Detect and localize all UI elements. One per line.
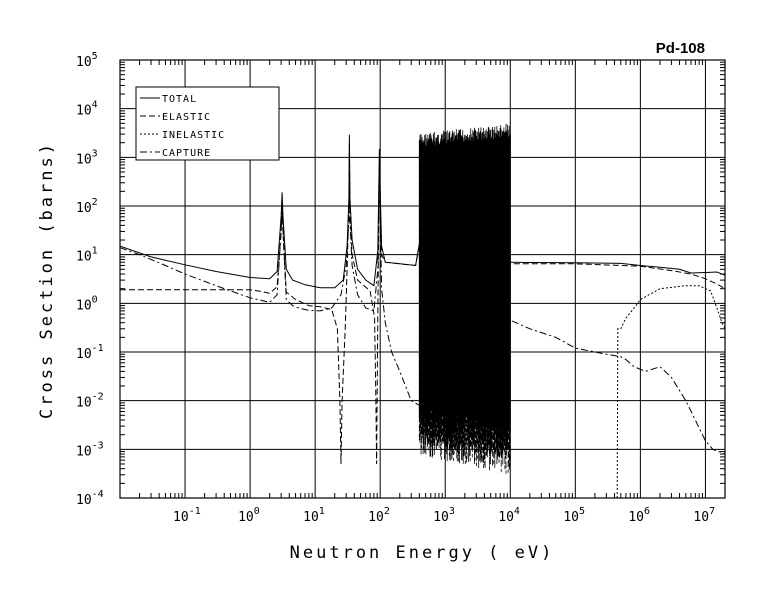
x-tick-label: 107: [693, 506, 715, 525]
y-tick-label: 10-4: [76, 489, 104, 508]
x-tick-label: 101: [303, 506, 325, 525]
plot-area: [120, 123, 725, 498]
x-tick-label: 100: [238, 506, 260, 525]
legend-label-elastic: ELASTIC: [162, 112, 211, 123]
x-tick-label: 104: [498, 506, 520, 525]
chart-title: Pd-108: [656, 40, 705, 57]
plot-frame: [119, 59, 726, 499]
x-tick-label: 105: [563, 506, 585, 525]
y-tick-label: 10-2: [76, 392, 104, 411]
legend-box: [135, 86, 280, 161]
series-line-inelastic: [616, 285, 725, 498]
y-tick-label: 104: [76, 100, 98, 119]
series-line-elastic: [120, 142, 725, 465]
x-tick-label: 103: [433, 506, 455, 525]
y-tick-label: 101: [76, 246, 98, 265]
x-tick-label: 106: [628, 506, 650, 525]
y-tick-label: 102: [76, 197, 98, 216]
resonance-band-elastic: [418, 134, 511, 474]
legend: TOTAL ELASTIC INELASTIC CAPTURE: [135, 86, 280, 161]
y-tick-label: 100: [76, 294, 98, 313]
y-tick-label: 10-1: [76, 343, 104, 362]
x-tick-label: 10-1: [173, 506, 201, 525]
y-axis-title: Cross Section (barns): [37, 141, 57, 419]
series-line-capture: [120, 159, 725, 455]
legend-label-inelastic: INELASTIC: [162, 130, 225, 141]
y-tick-label: 105: [76, 51, 98, 70]
x-tick-label: 102: [368, 506, 390, 525]
axis-ticks: 10-4 10-3 10-2 10-1 100 101 102 103 104 105 10-1 10…: [76, 51, 725, 525]
legend-label-total: TOTAL: [162, 94, 197, 105]
y-tick-label: 103: [76, 148, 98, 167]
y-tick-label: 10-3: [76, 440, 104, 459]
x-axis-title: Neutron Energy ( eV): [290, 543, 555, 563]
legend-label-capture: CAPTURE: [162, 148, 211, 159]
